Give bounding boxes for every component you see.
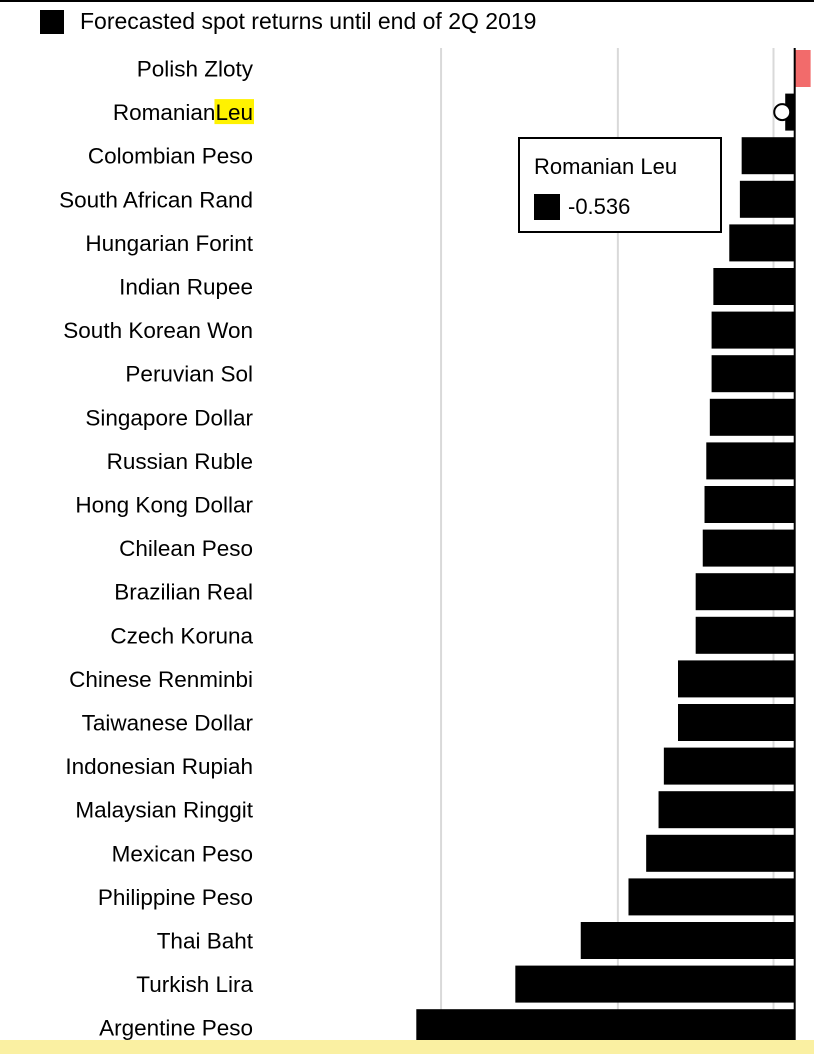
category-label: Thai Baht [157, 929, 254, 954]
bar [711, 355, 795, 393]
category-label: Mexican Peso [112, 841, 253, 866]
bar [713, 268, 795, 305]
tooltip-swatch [534, 194, 560, 220]
category-label: Turkish Lira [136, 972, 253, 997]
legend-label: Forecasted spot returns until end of 2Q … [80, 8, 537, 34]
legend[interactable]: Forecasted spot returns until end of 2Q … [40, 8, 536, 35]
bar [677, 660, 795, 698]
category-label: Chinese Renminbi [69, 667, 253, 692]
hover-marker [773, 103, 792, 122]
category-label: Brazilian Real [114, 580, 253, 605]
category-label: Singapore Dollar [85, 405, 253, 430]
category-label: Russian Ruble [107, 449, 253, 474]
bar [658, 791, 795, 829]
category-label: South Korean Won [63, 318, 253, 343]
category-label: Philippine Peso [98, 885, 253, 910]
bar [515, 965, 795, 1003]
category-label: Malaysian Ringgit [75, 798, 253, 823]
bar [729, 224, 795, 262]
bar [741, 137, 795, 175]
category-label: Polish Zloty [137, 57, 254, 82]
top-rule [0, 0, 814, 2]
category-label: Hong Kong Dollar [75, 493, 253, 518]
bar [739, 180, 795, 218]
bar [695, 573, 795, 611]
category-label: Indonesian Rupiah [65, 754, 253, 779]
bar [663, 747, 795, 785]
category-label: Peruvian Sol [125, 362, 253, 387]
bar [628, 878, 795, 916]
legend-swatch [40, 9, 64, 34]
bar [794, 50, 811, 87]
label-highlight [214, 99, 254, 125]
category-label: Colombian Peso [88, 144, 253, 169]
bar [709, 398, 795, 436]
bar [695, 616, 795, 654]
bar [416, 1009, 795, 1040]
tooltip-value: -0.536 [568, 194, 631, 219]
category-label: Taiwanese Dollar [82, 711, 254, 736]
bar [646, 834, 795, 872]
bar [706, 442, 795, 480]
bar [702, 529, 795, 567]
category-label: Argentine Peso [99, 1016, 253, 1040]
category-label: Chilean Peso [119, 536, 253, 561]
tooltip-title: Romanian Leu [534, 154, 678, 179]
category-label: Czech Koruna [110, 623, 253, 648]
bar [711, 311, 795, 349]
category-label: Romanian [113, 100, 216, 125]
category-label: South African Rand [59, 187, 253, 212]
bar [677, 704, 795, 741]
bar [580, 922, 795, 959]
category-label: Indian Rupee [119, 275, 253, 300]
bottom-band [0, 1040, 814, 1054]
category-label-highlight-word: Leu [215, 100, 253, 125]
category-label: Hungarian Forint [85, 231, 253, 256]
tooltip: Romanian Leu -0.536 [518, 137, 722, 233]
bar [704, 486, 795, 523]
